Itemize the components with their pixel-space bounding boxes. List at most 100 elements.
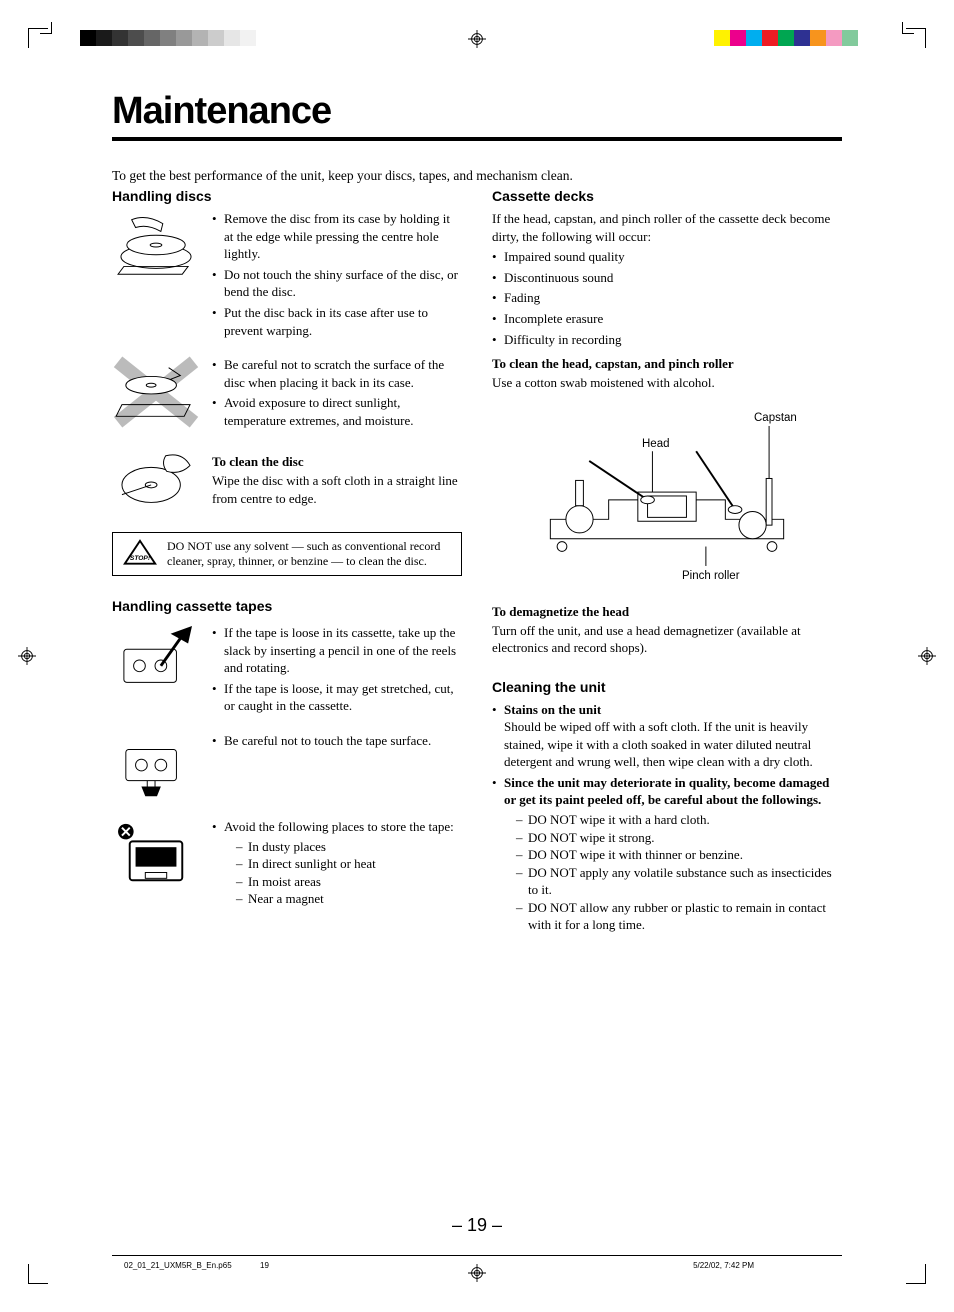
list-item: Remove the disc from its case by holding… xyxy=(212,210,462,263)
list-item: Impaired sound quality xyxy=(492,248,842,266)
warning-box: STOP! DO NOT use any solvent — such as c… xyxy=(112,532,462,576)
registration-mark-icon xyxy=(18,647,36,665)
color-swatch xyxy=(256,30,272,46)
color-swatch xyxy=(794,30,810,46)
list-item: Difficulty in recording xyxy=(492,331,842,349)
bullet-list: Be careful not to touch the tape surface… xyxy=(212,732,431,804)
page-number: – 19 – xyxy=(452,1215,502,1236)
bullet-list: Remove the disc from its case by holding… xyxy=(212,210,462,342)
list-item: Near a magnet xyxy=(236,890,454,908)
left-column: Handling discs Remove the disc from its … xyxy=(112,188,462,937)
list-item: DO NOT wipe it strong. xyxy=(516,829,842,847)
list-item: DO NOT allow any rubber or plastic to re… xyxy=(516,899,842,934)
disc-remove-illustration xyxy=(112,210,200,282)
list-item: Do not touch the shiny surface of the di… xyxy=(212,266,462,301)
color-swatch xyxy=(810,30,826,46)
right-column: Cassette decks If the head, capstan, and… xyxy=(492,188,842,937)
section-heading: Handling discs xyxy=(112,188,462,204)
color-swatch xyxy=(730,30,746,46)
list-item: Be careful not to touch the tape surface… xyxy=(212,732,431,750)
color-swatch xyxy=(224,30,240,46)
stop-icon: STOP! xyxy=(121,539,159,568)
registration-mark-icon xyxy=(468,30,486,48)
list-item: DO NOT wipe it with a hard cloth. xyxy=(516,811,842,829)
disc-clean-illustration xyxy=(112,446,200,518)
list-item: In dusty places xyxy=(236,838,454,856)
footer-timestamp: 5/22/02, 7:42 PM xyxy=(693,1261,754,1270)
list-item: Avoid exposure to direct sunlight, tempe… xyxy=(212,394,462,429)
intro-text: To get the best performance of the unit,… xyxy=(112,167,842,185)
color-swatch xyxy=(858,30,874,46)
list-item: In moist areas xyxy=(236,873,454,891)
body-text: Use a cotton swab moistened with alcohol… xyxy=(492,374,842,392)
page-title: Maintenance xyxy=(112,90,842,133)
color-swatch xyxy=(826,30,842,46)
body-text: Avoid the following places to store the … xyxy=(224,819,454,834)
disc-scratch-illustration xyxy=(112,356,200,428)
color-swatch xyxy=(176,30,192,46)
list-item: Discontinuous sound xyxy=(492,269,842,287)
list-item: Fading xyxy=(492,289,842,307)
color-swatch xyxy=(80,30,96,46)
footer-rule xyxy=(112,1255,842,1256)
tape-storage-illustration xyxy=(112,818,200,890)
title-rule xyxy=(112,137,842,141)
color-swatch xyxy=(240,30,256,46)
list-item: If the tape is loose, it may get stretch… xyxy=(212,680,462,715)
crop-mark xyxy=(28,1264,48,1284)
list-item: DO NOT wipe it with thinner or benzine. xyxy=(516,846,842,864)
body-text: Turn off the unit, and use a head demagn… xyxy=(492,622,842,657)
section-heading: Cassette decks xyxy=(492,188,842,204)
section-heading: Cleaning the unit xyxy=(492,679,842,695)
bullet-list: Be careful not to scratch the surface of… xyxy=(212,356,462,432)
inline-bold: Since the unit may deteriorate in qualit… xyxy=(504,775,829,808)
color-swatch xyxy=(778,30,794,46)
list-item: DO NOT apply any volatile substance such… xyxy=(516,864,842,899)
grayscale-bar xyxy=(80,30,272,46)
list-item: Incomplete erasure xyxy=(492,310,842,328)
color-swatch xyxy=(746,30,762,46)
diagram-label: Pinch roller xyxy=(682,570,740,582)
list-item: Be careful not to scratch the surface of… xyxy=(212,356,462,391)
color-swatch xyxy=(128,30,144,46)
list-item: If the tape is loose in its cassette, ta… xyxy=(212,624,462,677)
tape-touch-illustration xyxy=(112,732,200,804)
section-heading: Handling cassette tapes xyxy=(112,598,462,614)
body-text: Wipe the disc with a soft cloth in a str… xyxy=(212,472,462,507)
list-item: Avoid the following places to store the … xyxy=(212,818,454,908)
bullet-list: If the tape is loose in its cassette, ta… xyxy=(212,624,462,718)
body-text: Should be wiped off with a soft cloth. I… xyxy=(504,719,813,769)
body-text: If the head, capstan, and pinch roller o… xyxy=(492,210,842,245)
dash-list: In dusty placesIn direct sunlight or hea… xyxy=(224,838,454,908)
page-content: Maintenance To get the best performance … xyxy=(112,90,842,1242)
bullet-list: Impaired sound quality Discontinuous soun… xyxy=(492,248,842,348)
footer-filename: 02_01_21_UXM5R_B_En.p65 xyxy=(124,1261,232,1270)
list-item: Put the disc back in its case after use … xyxy=(212,304,462,339)
color-swatch xyxy=(160,30,176,46)
dash-list: DO NOT wipe it with a hard cloth.DO NOT … xyxy=(504,811,842,934)
color-swatch xyxy=(208,30,224,46)
crop-mark xyxy=(40,22,52,34)
color-swatch xyxy=(714,30,730,46)
cassette-deck-diagram: Head Capstan Pinch roller xyxy=(492,400,842,590)
diagram-label: Head xyxy=(642,438,670,450)
color-swatch xyxy=(192,30,208,46)
registration-mark-icon xyxy=(918,647,936,665)
color-swatch xyxy=(144,30,160,46)
tape-slack-illustration xyxy=(112,624,200,696)
crop-mark xyxy=(902,22,914,34)
list-item: Stains on the unit Should be wiped off w… xyxy=(492,701,842,771)
svg-text:STOP!: STOP! xyxy=(130,555,151,562)
warning-text: DO NOT use any solvent — such as convent… xyxy=(167,539,453,569)
subheading: To clean the head, capstan, and pinch ro… xyxy=(492,356,842,372)
color-swatch xyxy=(112,30,128,46)
subheading: To clean the disc xyxy=(212,454,462,470)
list-item: Since the unit may deteriorate in qualit… xyxy=(492,774,842,934)
registration-mark-icon xyxy=(468,1264,486,1282)
diagram-label: Capstan xyxy=(754,412,797,424)
color-swatch xyxy=(762,30,778,46)
subheading: To demagnetize the head xyxy=(492,604,842,620)
color-bar xyxy=(714,30,874,46)
crop-mark xyxy=(906,1264,926,1284)
inline-bold: Stains on the unit xyxy=(504,702,601,717)
